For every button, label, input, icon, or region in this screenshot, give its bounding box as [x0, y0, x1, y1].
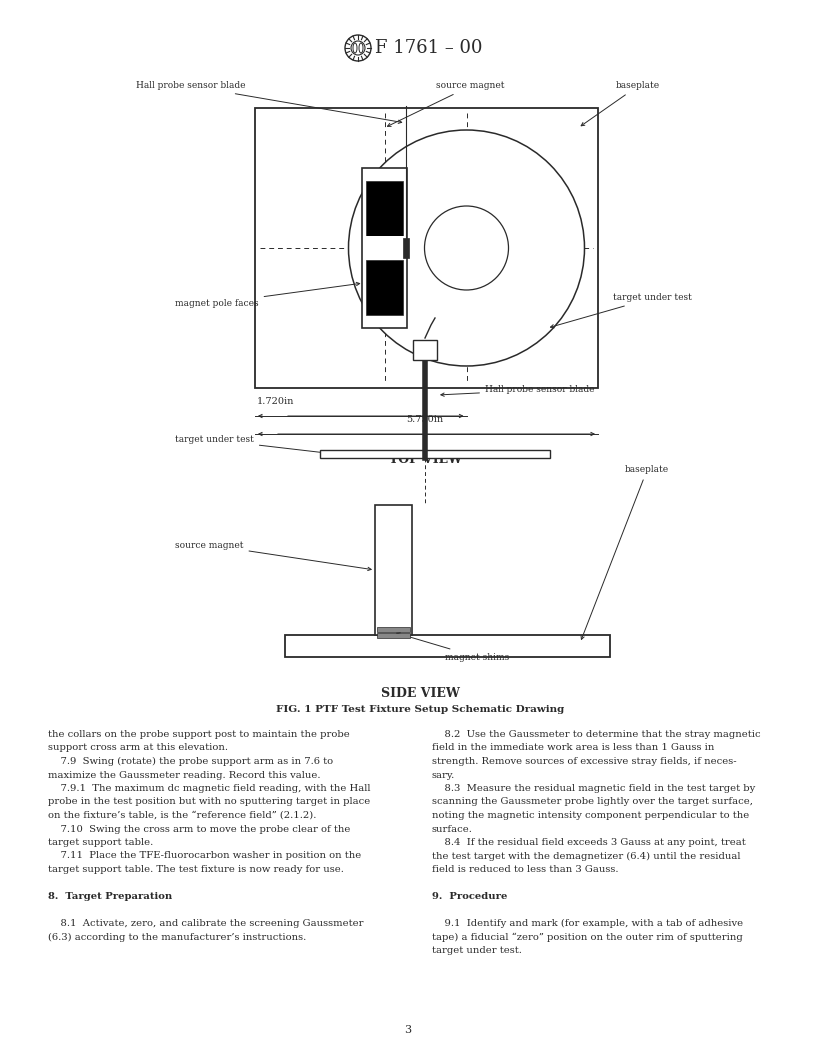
Text: TOP VIEW: TOP VIEW — [389, 453, 463, 466]
Text: the collars on the probe support post to maintain the probe: the collars on the probe support post to… — [48, 730, 350, 739]
Bar — [366, 260, 402, 315]
Bar — [413, 340, 437, 360]
Text: the test target with the demagnetizer (6.4) until the residual: the test target with the demagnetizer (6… — [432, 851, 740, 861]
Text: 9.  Procedure: 9. Procedure — [432, 892, 508, 901]
Text: probe in the test position but with no sputtering target in place: probe in the test position but with no s… — [48, 797, 370, 807]
Bar — [363, 235, 405, 260]
Text: on the fixture’s table, is the “reference field” (2.1.2).: on the fixture’s table, is the “referenc… — [48, 811, 317, 821]
Bar — [377, 627, 410, 631]
Text: 7.9  Swing (rotate) the probe support arm as in 7.6 to: 7.9 Swing (rotate) the probe support arm… — [48, 757, 333, 766]
Bar — [366, 181, 402, 235]
Text: noting the magnetic intensity component perpendicular to the: noting the magnetic intensity component … — [432, 811, 749, 821]
Circle shape — [424, 206, 508, 290]
Text: 8.4  If the residual field exceeds 3 Gauss at any point, treat: 8.4 If the residual field exceeds 3 Gaus… — [432, 838, 746, 847]
Text: support cross arm at this elevation.: support cross arm at this elevation. — [48, 743, 228, 753]
Text: magnet pole faces: magnet pole faces — [175, 282, 360, 307]
Text: scanning the Gaussmeter probe lightly over the target surface,: scanning the Gaussmeter probe lightly ov… — [432, 797, 753, 807]
Text: target support table. The test fixture is now ready for use.: target support table. The test fixture i… — [48, 865, 344, 874]
Text: 8.2  Use the Gaussmeter to determine that the stray magnetic: 8.2 Use the Gaussmeter to determine that… — [432, 730, 761, 739]
Text: 7.9.1  The maximum dc magnetic field reading, with the Hall: 7.9.1 The maximum dc magnetic field read… — [48, 784, 370, 793]
Text: source magnet: source magnet — [175, 541, 371, 570]
Text: 1.720in: 1.720in — [257, 397, 295, 406]
Circle shape — [348, 130, 584, 366]
Bar — [402, 238, 409, 258]
Text: target under test: target under test — [551, 294, 692, 327]
Text: surface.: surface. — [432, 825, 473, 833]
Text: magnet shims: magnet shims — [397, 633, 509, 661]
Text: tape) a fiducial “zero” position on the outer rim of sputtering: tape) a fiducial “zero” position on the … — [432, 932, 743, 942]
Bar — [377, 633, 410, 638]
Text: 8.3  Measure the residual magnetic field in the test target by: 8.3 Measure the residual magnetic field … — [432, 784, 756, 793]
Text: source magnet: source magnet — [388, 81, 505, 127]
Text: maximize the Gaussmeter reading. Record this value.: maximize the Gaussmeter reading. Record … — [48, 771, 321, 779]
Text: 8.  Target Preparation: 8. Target Preparation — [48, 892, 172, 901]
Text: 7.11  Place the TFE-fluorocarbon washer in position on the: 7.11 Place the TFE-fluorocarbon washer i… — [48, 851, 361, 861]
Bar — [375, 505, 412, 635]
Text: target support table.: target support table. — [48, 838, 153, 847]
Bar — [285, 635, 610, 657]
Text: SIDE VIEW: SIDE VIEW — [380, 687, 459, 700]
Text: 7.10  Swing the cross arm to move the probe clear of the: 7.10 Swing the cross arm to move the pro… — [48, 825, 350, 833]
Text: F 1761 – 00: F 1761 – 00 — [375, 39, 482, 57]
Text: 8.1  Activate, zero, and calibrate the screening Gaussmeter: 8.1 Activate, zero, and calibrate the sc… — [48, 919, 363, 928]
Text: baseplate: baseplate — [581, 466, 669, 639]
Text: Hall probe sensor blade: Hall probe sensor blade — [441, 385, 595, 396]
Bar — [361, 168, 406, 328]
Text: 3: 3 — [405, 1025, 411, 1035]
Text: baseplate: baseplate — [581, 81, 660, 126]
Text: (6.3) according to the manufacturer’s instructions.: (6.3) according to the manufacturer’s in… — [48, 932, 306, 942]
Text: field is reduced to less than 3 Gauss.: field is reduced to less than 3 Gauss. — [432, 865, 619, 874]
Bar — [255, 108, 598, 388]
Text: sary.: sary. — [432, 771, 455, 779]
Text: FIG. 1 PTF Test Fixture Setup Schematic Drawing: FIG. 1 PTF Test Fixture Setup Schematic … — [276, 705, 564, 714]
Text: 5.750in: 5.750in — [406, 415, 443, 425]
Text: strength. Remove sources of excessive stray fields, if neces-: strength. Remove sources of excessive st… — [432, 757, 737, 766]
Text: target under test.: target under test. — [432, 946, 522, 955]
Bar — [320, 450, 550, 458]
Text: 9.1  Identify and mark (for example, with a tab of adhesive: 9.1 Identify and mark (for example, with… — [432, 919, 743, 928]
Text: field in the immediate work area is less than 1 Gauss in: field in the immediate work area is less… — [432, 743, 714, 753]
Text: Hall probe sensor blade: Hall probe sensor blade — [135, 81, 401, 124]
Text: target under test: target under test — [175, 435, 331, 455]
